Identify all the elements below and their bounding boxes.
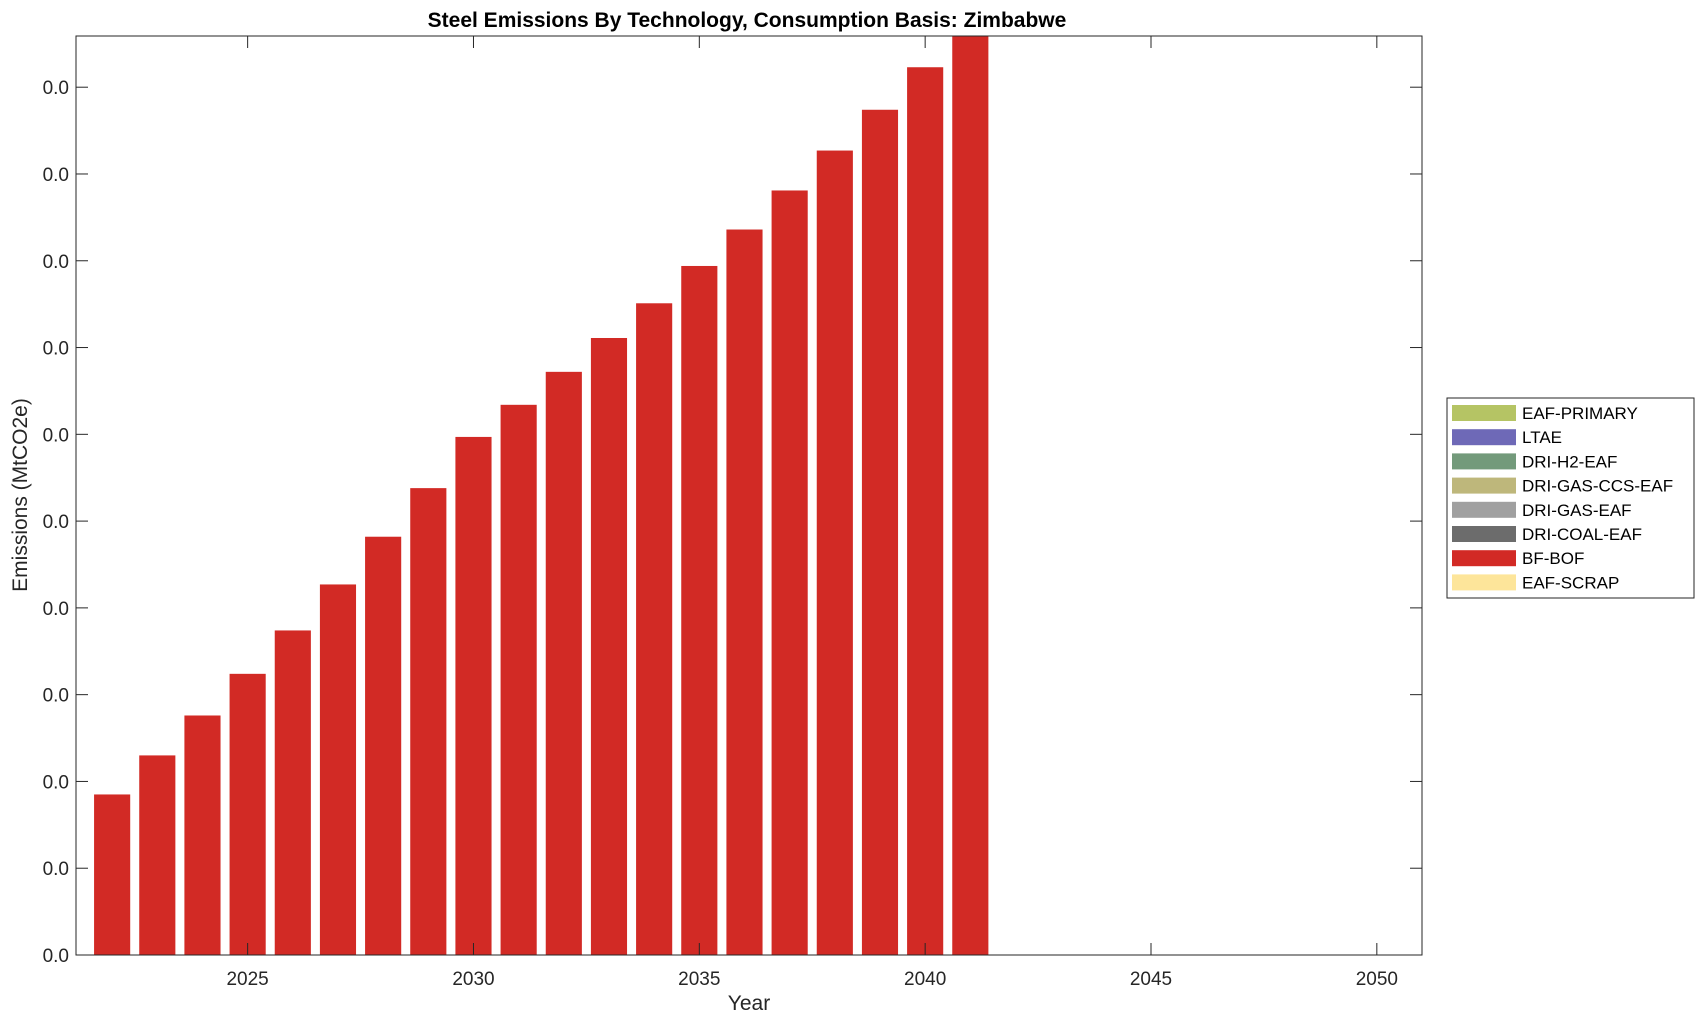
bar-bf-bof-2026 [274,630,311,955]
y-tick-label: 0.0 [43,859,69,880]
y-tick-label: 0.0 [43,772,69,793]
legend-label-dri-gas-ccs-eaf: DRI-GAS-CCS-EAF [1522,477,1673,496]
y-tick-label: 0.0 [43,339,69,360]
legend-swatch-ltae [1452,429,1516,446]
y-axis-label: Emissions (MtCO2e) [9,398,32,592]
bar-bf-bof-2024 [184,715,221,955]
chart-title: Steel Emissions By Technology, Consumpti… [428,9,1067,32]
y-tick-label: 0.0 [43,512,69,533]
y-tick-label: 0.0 [43,165,69,186]
legend-swatch-dri-gas-eaf [1452,501,1516,518]
x-tick-label: 2030 [452,969,494,990]
legend-label-dri-coal-eaf: DRI-COAL-EAF [1522,525,1642,544]
legend-label-eaf-primary: EAF-PRIMARY [1522,404,1638,423]
x-tick-label: 2040 [904,969,946,990]
legend-label-dri-gas-eaf: DRI-GAS-EAF [1522,501,1632,520]
bar-bf-bof-2037 [771,190,808,955]
bar-bf-bof-2027 [319,584,357,955]
legend: EAF-PRIMARY LTAE DRI-H2-EAF DRI-GAS-CCS-EAF… [1446,397,1695,599]
y-tick-label: 0.0 [43,599,69,620]
x-tick-label: 2045 [1130,969,1172,990]
legend-label-bf-bof: BF-BOF [1522,549,1584,568]
bar-bf-bof-2040 [907,67,944,955]
legend-swatch-bf-bof [1452,550,1516,567]
bar-bf-bof-2039 [861,109,899,955]
bar-bf-bof-2034 [636,303,673,955]
bar-bf-bof-2029 [410,488,447,955]
y-tick-label: 0.0 [43,946,69,967]
x-tick-label: 2050 [1356,969,1398,990]
plot-area-frame [75,35,1423,956]
bar-bf-bof-2035 [681,265,718,955]
bar-bf-bof-2038 [816,150,853,955]
bar-bf-bof-2028 [365,536,402,955]
y-tick-label: 0.0 [43,686,69,707]
axis-ticks: 2025 2030 2035 2040 2045 2050 0.0 0.0 0.0 0.0 0.0 0… [43,36,1422,990]
legend-swatch-eaf-primary [1452,405,1516,421]
bars-group [94,36,989,955]
bar-bf-bof-2033 [590,337,628,955]
legend-label-eaf-scrap: EAF-SCRAP [1522,573,1619,592]
y-tick-label: 0.0 [43,252,69,273]
legend-label-dri-h2-eaf: DRI-H2-EAF [1522,452,1617,471]
bar-bf-bof-2041 [952,36,989,955]
bar-bf-bof-2031 [500,404,537,955]
y-tick-label: 0.0 [43,425,69,446]
x-tick-label: 2035 [678,969,720,990]
legend-swatch-eaf-scrap [1452,574,1516,591]
bar-bf-bof-2032 [545,371,582,955]
legend-swatch-dri-gas-ccs-eaf [1452,477,1516,494]
bar-bf-bof-2022 [94,794,131,955]
legend-label-ltae: LTAE [1522,428,1562,447]
bar-bf-bof-2036 [726,229,763,955]
bar-bf-bof-2025 [229,673,266,955]
bar-bf-bof-2023 [139,755,176,955]
legend-swatch-dri-coal-eaf [1452,526,1516,542]
x-tick-label: 2025 [226,969,268,990]
legend-swatch-dri-h2-eaf [1452,453,1516,470]
y-tick-label: 0.0 [43,78,69,99]
bar-bf-bof-2030 [455,436,492,955]
x-axis-label: Year [728,992,770,1015]
